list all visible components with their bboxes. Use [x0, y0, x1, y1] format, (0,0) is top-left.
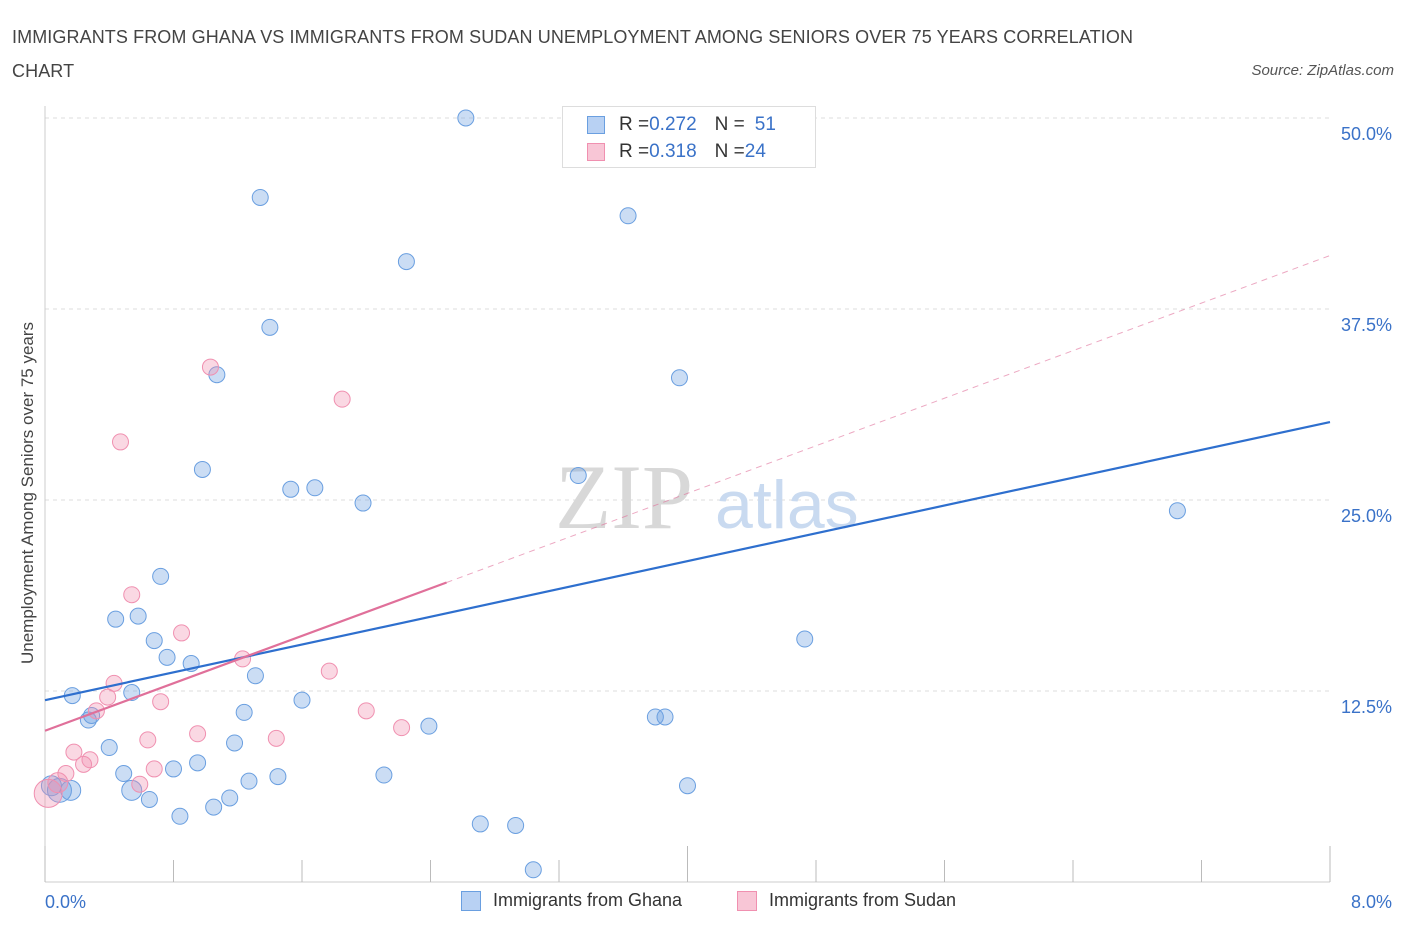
ghana-point-45	[656, 708, 674, 726]
sudan-point-5	[81, 751, 99, 769]
chart-title: IMMIGRANTS FROM GHANA VS IMMIGRANTS FROM…	[12, 27, 1134, 81]
sudan-point-11	[131, 775, 149, 793]
watermark: ZIP atlas	[555, 446, 859, 548]
bottom-legend-ghana: Immigrants from Ghana	[461, 890, 682, 911]
ghana-point-12	[152, 567, 170, 585]
sudan-point-19	[267, 729, 285, 747]
sudan-n-value: 24	[744, 141, 766, 162]
x-tick-label-0: 0.0%	[45, 892, 86, 912]
bottom-sudan-label: Immigrants from Sudan	[769, 890, 957, 910]
sudan-point-15	[173, 624, 191, 642]
sudan-trend-extended	[446, 255, 1331, 583]
y-tick-label-3: 50.0%	[1341, 124, 1392, 144]
ghana-point-24	[240, 772, 258, 790]
series-ghana-points	[40, 109, 1186, 879]
ghana-point-10	[129, 607, 147, 625]
ghana-point-40	[507, 816, 525, 834]
bottom-ghana-swatch	[461, 890, 481, 911]
ghana-point-17	[171, 807, 189, 825]
ghana-point-34	[354, 494, 372, 512]
tick-labels: 12.5% 25.0% 37.5% 50.0% 0.0% 8.0%	[45, 124, 1392, 912]
ghana-trend-line	[44, 420, 1331, 702]
ghana-point-48	[796, 630, 814, 648]
y-tick-label-2: 37.5%	[1341, 315, 1392, 335]
bottom-legend-sudan: Immigrants from Sudan	[737, 890, 956, 911]
sudan-swatch	[587, 143, 605, 161]
series-sudan-points	[33, 358, 411, 808]
stats-legend: R = 0.272 N = 51 R = 0.318 N = 24	[562, 106, 816, 168]
ghana-point-38	[457, 109, 475, 127]
source-label: Source: ZipAtlas.com	[1251, 62, 1394, 79]
sudan-point-13	[145, 760, 163, 778]
bottom-ghana-label: Immigrants from Ghana	[493, 890, 683, 910]
ghana-point-22	[226, 734, 244, 752]
y-tick-label-1: 25.0%	[1341, 506, 1392, 526]
ghana-point-13	[158, 648, 176, 666]
ghana-point-21	[221, 789, 239, 807]
sudan-point-17	[201, 358, 219, 376]
sudan-point-12	[139, 731, 157, 749]
sudan-point-16	[189, 725, 207, 743]
ghana-point-33	[306, 479, 324, 497]
ghana-point-37	[420, 717, 438, 735]
sudan-point-3	[65, 743, 83, 761]
ghana-n-value: 51	[754, 114, 776, 135]
sudan-r-value: 0.318	[649, 141, 697, 162]
bottom-sudan-swatch	[737, 890, 757, 911]
ghana-point-9	[107, 610, 125, 628]
axes	[44, 106, 1331, 883]
ghana-point-8	[115, 765, 133, 783]
ghana-point-49	[1168, 502, 1186, 520]
ghana-r-label: R =	[619, 114, 650, 135]
ghana-point-41	[524, 861, 542, 879]
y-tick-label-0: 12.5%	[1341, 697, 1392, 717]
ghana-point-28	[193, 460, 211, 478]
trend-lines	[44, 255, 1331, 732]
sudan-n-label: N =	[714, 141, 745, 162]
ghana-point-20	[205, 798, 223, 816]
sudan-point-14	[152, 693, 170, 711]
ghana-point-30	[251, 188, 269, 206]
ghana-point-3	[121, 779, 143, 801]
sudan-point-23	[393, 719, 411, 737]
ghana-point-39	[471, 815, 489, 833]
sudan-point-7	[99, 688, 117, 706]
ghana-point-44	[646, 708, 664, 726]
ghana-point-19	[189, 754, 207, 772]
ghana-point-7	[100, 739, 118, 757]
watermark-zip: ZIP	[555, 446, 693, 548]
ghana-r-value: 0.272	[649, 114, 697, 135]
sudan-point-10	[123, 586, 141, 604]
ghana-point-16	[165, 760, 182, 778]
ghana-point-43	[619, 207, 637, 225]
sudan-r-label: R =	[619, 141, 650, 162]
legend-row-ghana: R = 0.272 N = 51	[587, 112, 776, 138]
ghana-point-11	[145, 632, 163, 650]
sudan-point-20	[320, 662, 338, 680]
ghana-point-25	[246, 667, 264, 685]
ghana-point-42	[569, 467, 587, 485]
gridlines	[45, 117, 1330, 692]
ghana-point-46	[670, 369, 688, 387]
ghana-point-35	[375, 766, 393, 784]
sudan-point-2	[57, 765, 75, 783]
ghana-point-27	[293, 691, 311, 709]
ghana-swatch	[587, 116, 605, 134]
ghana-point-31	[261, 318, 279, 336]
ghana-n-label: N =	[714, 114, 745, 135]
legend-row-sudan: R = 0.318 N = 24	[587, 139, 766, 165]
x-tick-label-1: 8.0%	[1351, 892, 1392, 912]
ghana-point-15	[140, 790, 158, 808]
sudan-trend-line	[44, 581, 447, 732]
ghana-point-32	[282, 480, 300, 498]
sudan-point-22	[357, 702, 375, 720]
sudan-point-9	[111, 433, 129, 451]
ghana-point-36	[397, 253, 415, 271]
watermark-atlas: atlas	[715, 467, 859, 543]
sudan-point-21	[333, 390, 351, 408]
ghana-point-47	[679, 777, 696, 795]
ghana-point-26	[269, 768, 287, 786]
ghana-point-23	[235, 703, 253, 721]
